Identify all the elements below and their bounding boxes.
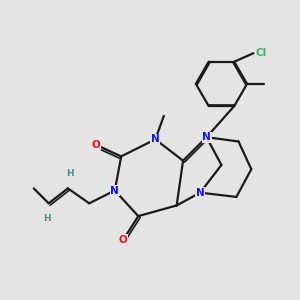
Text: Cl: Cl <box>255 48 266 58</box>
Text: H: H <box>43 214 50 223</box>
Text: H: H <box>66 169 74 178</box>
Text: N: N <box>196 188 205 198</box>
Text: N: N <box>202 132 211 142</box>
Text: N: N <box>110 185 119 196</box>
Text: N: N <box>151 134 160 144</box>
Text: O: O <box>91 140 100 150</box>
Text: O: O <box>119 235 128 244</box>
